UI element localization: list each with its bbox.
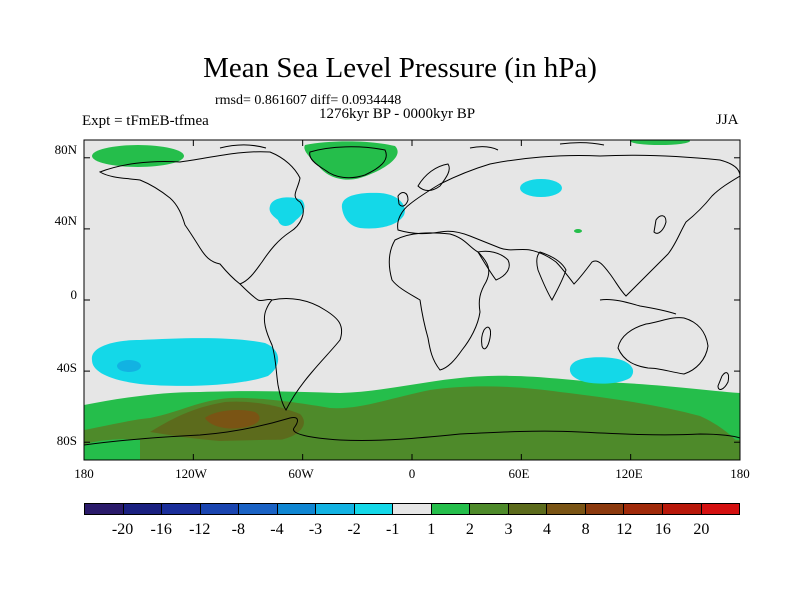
lon-tick-0: 0	[408, 466, 416, 481]
anomaly-asia-tiny-positive	[574, 229, 582, 233]
axis-ticks	[83, 140, 741, 460]
colorbar-swatch	[239, 504, 278, 514]
lon-tick-60e: 60E	[508, 466, 530, 481]
colorbar-swatch	[662, 504, 702, 514]
anomaly-south-pacific-core	[117, 360, 141, 372]
coast-madagascar	[481, 326, 491, 350]
period-label: 1276kyr BP - 0000kyr BP	[319, 106, 476, 122]
lon-tick-120e: 120E	[615, 466, 643, 481]
coast-britain	[397, 192, 409, 207]
anomaly-layer	[84, 140, 740, 460]
coast-new-zealand	[717, 372, 729, 390]
colorbar-swatch	[701, 504, 740, 514]
anomaly-south-indian-negative	[569, 357, 634, 384]
colorbar-label: -4	[270, 521, 284, 538]
coast-africa	[388, 232, 490, 371]
season-label: JJA	[716, 112, 739, 128]
coast-indonesia	[599, 299, 677, 315]
colorbar-swatch	[123, 504, 163, 514]
anomaly-labrador-negative	[269, 197, 305, 226]
lon-tick-180w: 180	[74, 466, 94, 481]
anomaly-antarctic-interior	[84, 439, 740, 460]
colorbar-label: 1	[427, 521, 436, 538]
anomaly-ross-sea-1hPa	[84, 439, 140, 460]
colorbar-swatch	[85, 504, 124, 514]
experiment-label: Expt = tFmEB-tfmea	[82, 113, 209, 129]
lat-tick-40n: 40N	[54, 213, 77, 228]
lat-tick-40s: 40S	[56, 360, 77, 375]
colorbar-label: -3	[308, 521, 323, 538]
colorbar-label: -2	[347, 521, 361, 538]
coast-south-america	[263, 297, 343, 411]
coast-scandinavia	[417, 163, 450, 191]
coast-greenland	[309, 146, 387, 179]
coast-japan	[653, 215, 667, 234]
colorbar-label: -20	[111, 521, 134, 538]
lon-tick-120w: 120W	[175, 466, 207, 481]
colorbar	[84, 503, 740, 515]
coast-north-america	[98, 151, 304, 285]
colorbar-label: -12	[189, 521, 211, 538]
coast-india	[536, 251, 567, 302]
colorbar-label: 12	[616, 521, 633, 538]
colorbar-label: -8	[231, 521, 245, 538]
colorbar-label: 2	[465, 521, 474, 538]
colorbar-swatch	[470, 504, 509, 514]
coastlines	[84, 142, 740, 446]
coast-australia	[617, 317, 709, 375]
lon-tick-60w: 60W	[288, 466, 314, 481]
colorbar-swatch	[277, 504, 317, 514]
colorbar-label: 8	[581, 521, 590, 538]
coast-arabia	[477, 250, 510, 281]
colorbar-swatch	[508, 504, 548, 514]
lon-tick-180e: 180	[730, 466, 750, 481]
stats-label: rmsd= 0.861607 diff= 0.0934448	[215, 93, 402, 108]
colorbar-swatch	[200, 504, 240, 514]
anomaly-europe-negative	[520, 179, 562, 197]
lat-tick-80s: 80S	[56, 433, 77, 448]
colorbar-swatch	[585, 504, 625, 514]
colorbar-swatch	[316, 504, 355, 514]
colorbar-label: 16	[654, 521, 671, 538]
coast-eurasia	[397, 154, 740, 297]
colorbar-swatch	[393, 504, 432, 514]
colorbar-swatch	[624, 504, 663, 514]
anomaly-north-pacific-positive	[92, 145, 184, 167]
figure-title: Mean Sea Level Pressure (in hPa)	[203, 52, 597, 84]
coast-antarctica	[84, 417, 740, 446]
anomaly-south-pacific-negative	[91, 338, 279, 386]
coast-central-america	[239, 283, 273, 302]
lat-tick-80n: 80N	[54, 142, 77, 157]
coast-arctic-islands	[219, 142, 605, 151]
colorbar-swatch	[547, 504, 586, 514]
colorbar-swatch	[431, 504, 471, 514]
colorbar-label: 4	[543, 521, 552, 538]
colorbar-swatch	[162, 504, 201, 514]
colorbar-label: -16	[150, 521, 172, 538]
colorbar-label: -1	[386, 521, 400, 538]
colorbar-label: 3	[504, 521, 513, 538]
lat-tick-0: 0	[70, 287, 78, 302]
anomaly-arctic-small-positive	[630, 140, 690, 145]
colorbar-label: 20	[693, 521, 710, 538]
colorbar-swatch	[354, 504, 394, 514]
anomaly-southern-ocean-8hPa	[205, 410, 260, 429]
anomaly-north-atlantic-negative	[341, 192, 405, 229]
